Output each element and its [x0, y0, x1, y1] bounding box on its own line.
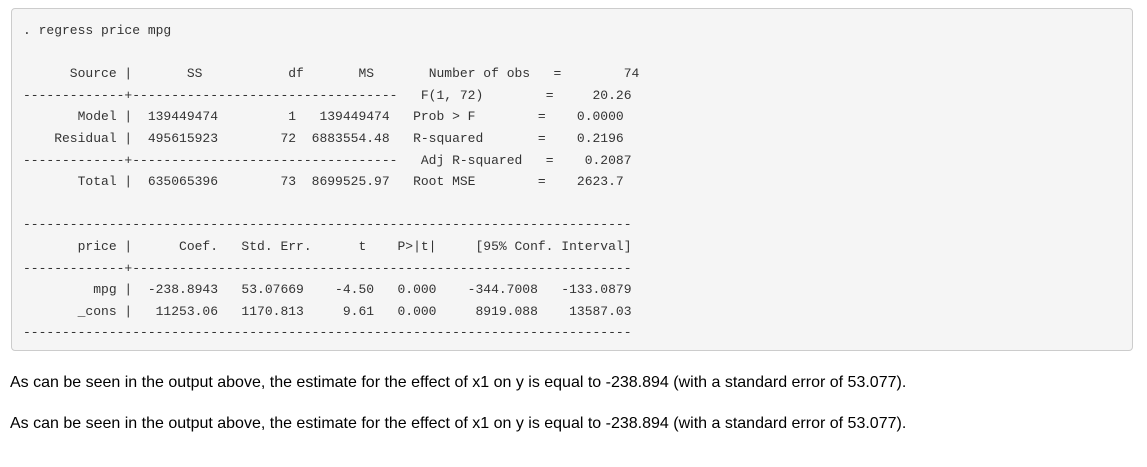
anova-row-total: Total | 635065396 73 8699525.97 [23, 174, 406, 190]
command-line: . regress price mpg [23, 23, 172, 38]
paragraph: As can be seen in the output above, the … [10, 374, 907, 391]
stat-r-squared: R-squared = 0.2196 [413, 130, 624, 146]
coef-row-cons: _cons | 11253.06 1170.813 9.61 0.000 891… [23, 303, 632, 319]
anova-header: Source | SS df MS [23, 66, 421, 82]
paragraph: As can be seen in the output above, the … [10, 415, 907, 432]
anova-separator: -------------+--------------------------… [23, 152, 398, 168]
stat-f: F(1, 72) = 20.26 [420, 87, 632, 103]
coef-header: price | Coef. Std. Err. t P>|t| [95% Con… [23, 238, 632, 254]
anova-row-residual: Residual | 495615923 72 6883554.48 [23, 130, 406, 146]
stat-number-of-obs: Number of obs = 74 [428, 66, 640, 82]
coef-rule-top: ----------------------------------------… [23, 217, 632, 233]
stat-adj-r-squared: Adj R-squared = 0.2087 [420, 152, 632, 168]
coef-row-mpg: mpg | -238.8943 53.07669 -4.50 0.000 -34… [23, 282, 632, 298]
coef-rule-bottom: ----------------------------------------… [23, 325, 632, 341]
coef-separator: -------------+--------------------------… [23, 260, 632, 276]
stat-prob-f: Prob > F = 0.0000 [413, 109, 624, 125]
anova-separator: -------------+--------------------------… [23, 87, 398, 103]
anova-row-model: Model | 139449474 1 139449474 [23, 109, 406, 125]
stat-root-mse: Root MSE = 2623.7 [413, 174, 624, 190]
regression-output: . regress price mpg Source | SS df MS Nu… [23, 20, 639, 344]
stata-output-box: . regress price mpg Source | SS df MS Nu… [11, 8, 1133, 351]
